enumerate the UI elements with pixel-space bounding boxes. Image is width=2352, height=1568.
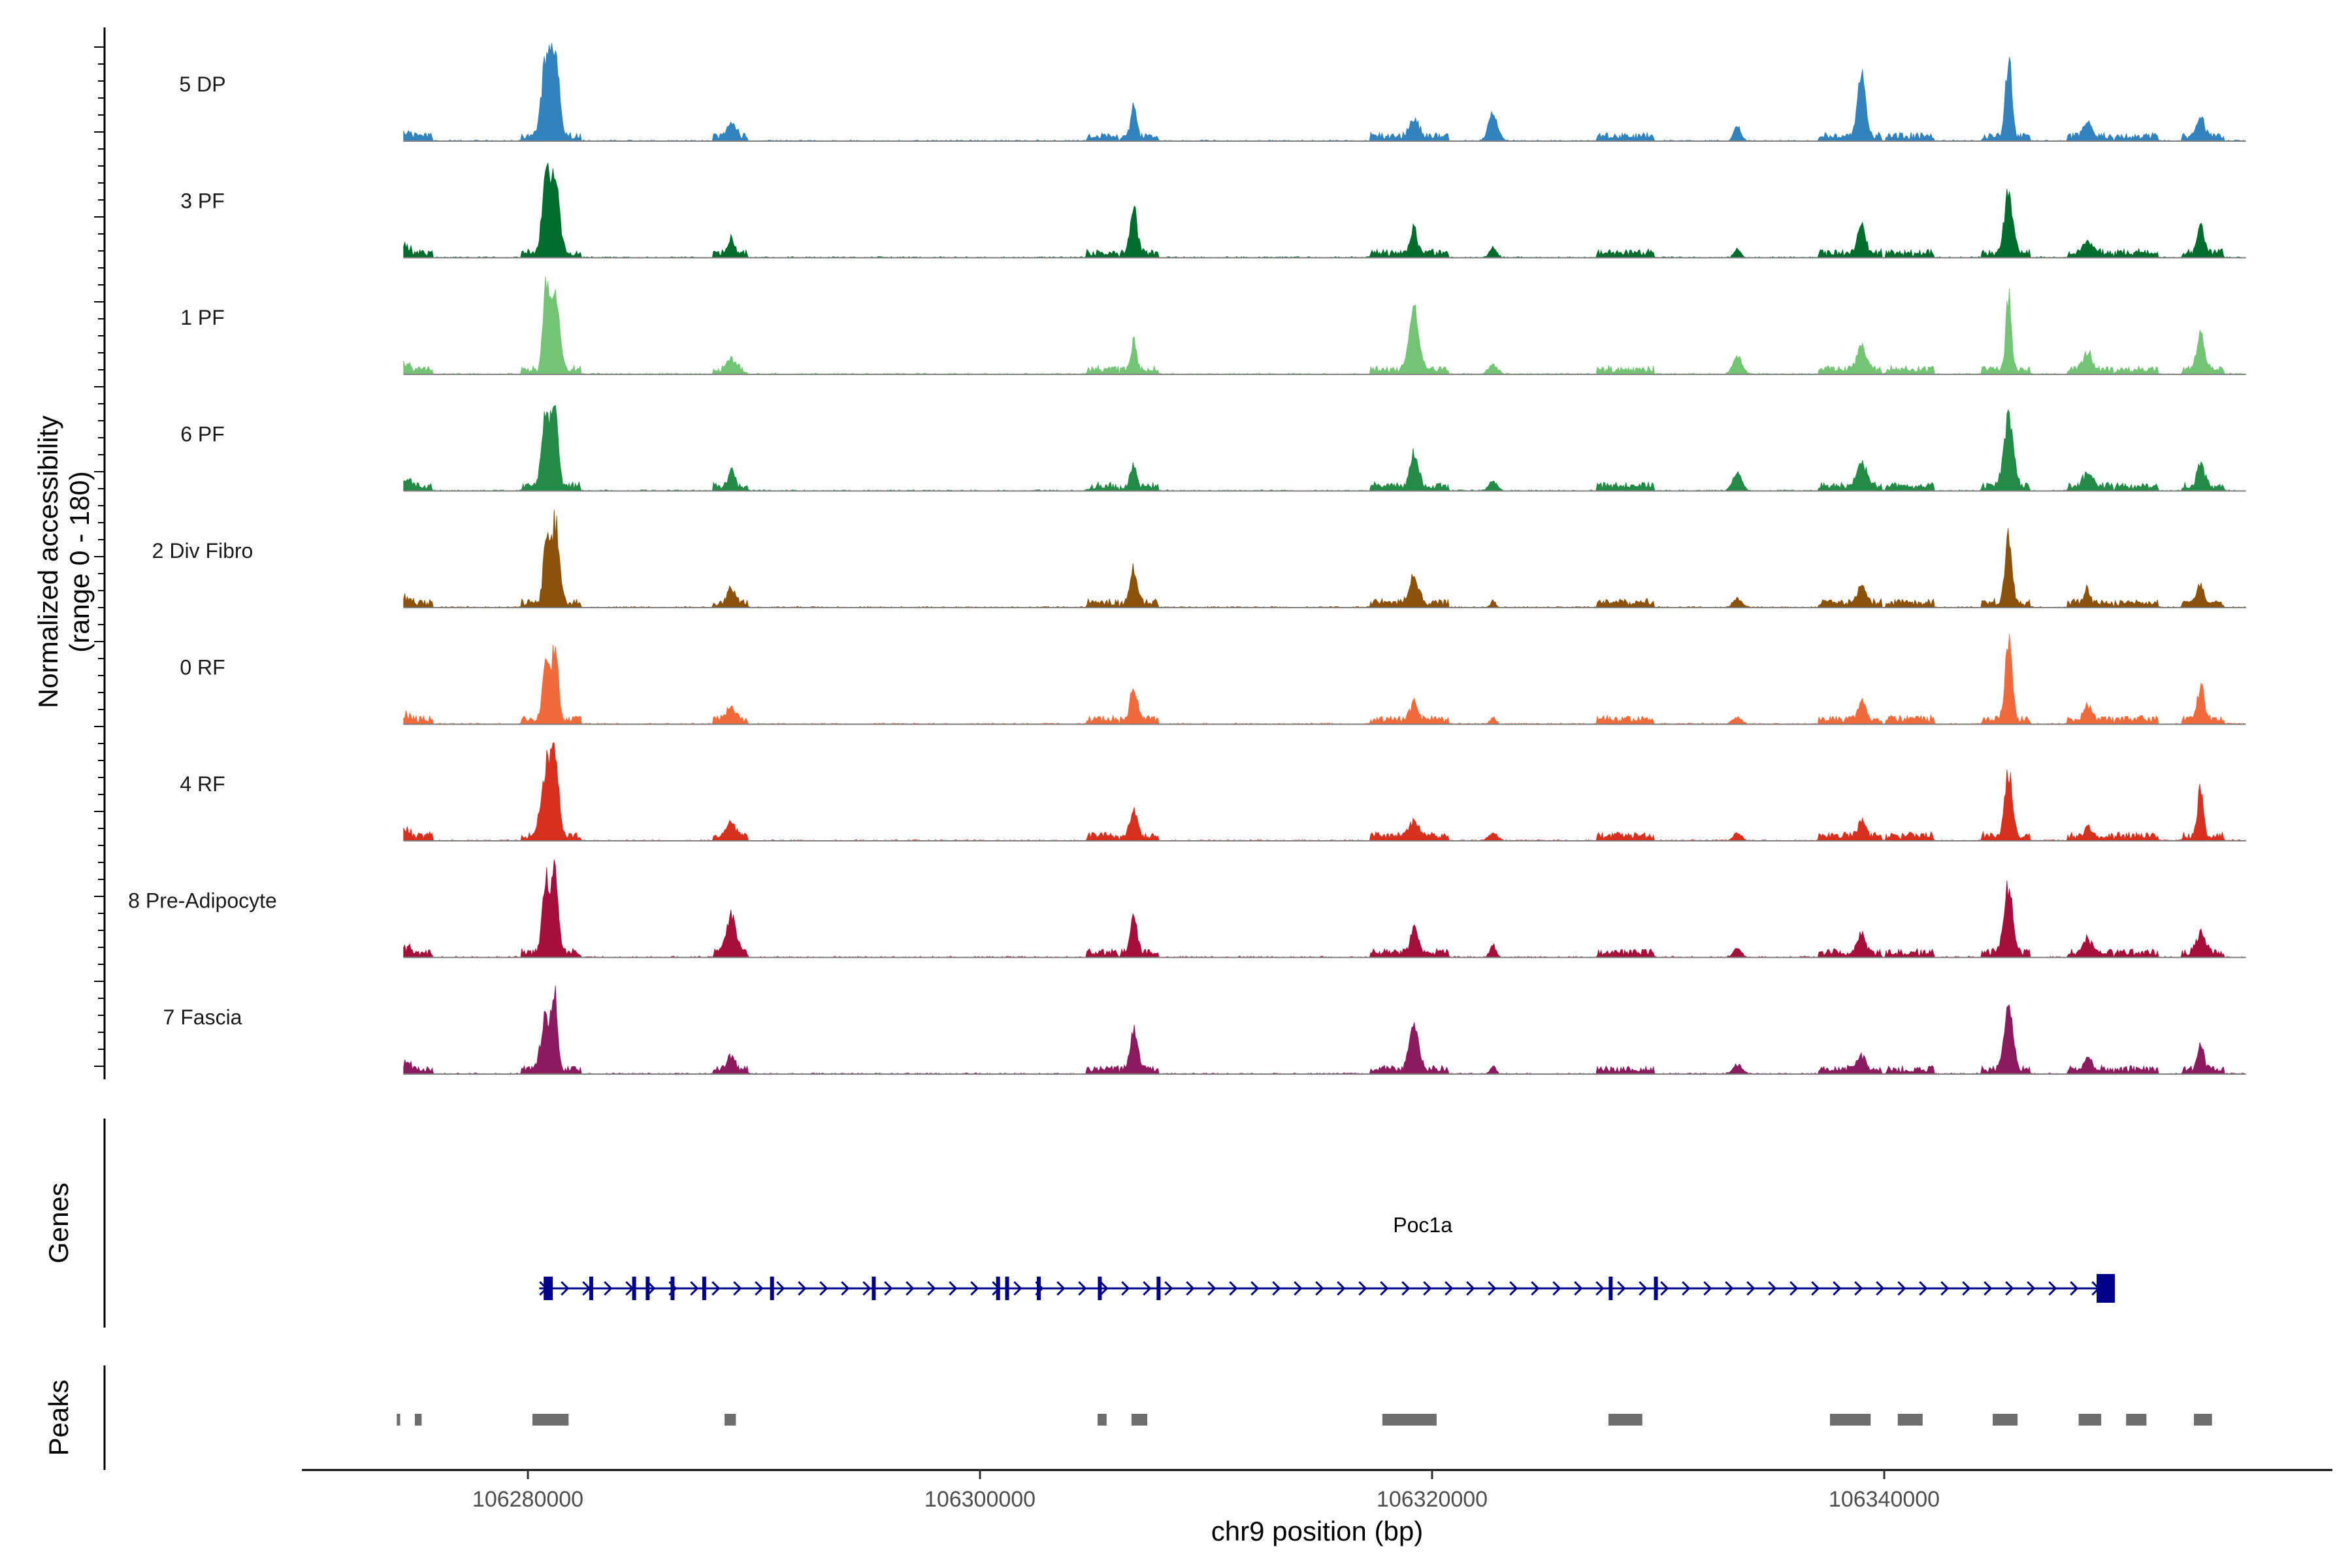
exon [872,1277,875,1300]
gene-track: Poc1a [539,1213,2115,1303]
peaks-panel-title: Peaks [43,1380,74,1456]
y-axis-title: Normalized accessibility (range 0 - 180) [33,416,95,708]
exon [2097,1274,2115,1303]
coverage-track: 5 DP [179,43,2246,141]
coverage-track: 0 RF [180,634,2246,724]
exon [1098,1277,1102,1300]
coverage-area [404,860,2246,958]
peak-region [1382,1414,1437,1426]
coverage-tracks: 5 DP 3 PF 1 PF 6 PF 2 Div Fibro 0 RF 4 RF 8 Pre… [128,43,2246,1074]
track-label: 5 DP [179,73,225,96]
exon [632,1277,636,1300]
peak-region [1098,1414,1107,1426]
exon [589,1277,593,1300]
exon [1156,1277,1160,1300]
coverage-y-ticks [94,47,105,1066]
coverage-track: 7 Fascia [163,985,2246,1074]
track-label: 0 RF [180,656,225,679]
track-label: 7 Fascia [163,1005,242,1029]
coverage-area [404,43,2246,141]
peak-region [397,1414,400,1426]
exon [702,1277,706,1300]
coverage-area [404,743,2246,841]
coverage-area [404,406,2246,491]
exon [1609,1277,1612,1300]
coverage-area [404,985,2246,1074]
peak-region [725,1414,736,1426]
track-label: 3 PF [180,189,225,213]
exon [1005,1277,1009,1300]
coverage-track: 1 PF [180,276,2246,374]
genes-panel-title: Genes [43,1183,74,1264]
peak-region [2126,1414,2146,1426]
genome-coverage-plot: Normalized accessibility (range 0 - 180)… [0,0,2352,1568]
track-label: 4 RF [180,772,225,796]
peak-region [532,1414,568,1426]
exon [544,1277,553,1300]
peak-region [415,1414,421,1426]
x-axis-ticks: 106280000 106300000 106320000 106340000 [472,1470,1940,1512]
coverage-area [404,634,2246,724]
coverage-track: 6 PF [180,406,2246,491]
gene-name-label: Poc1a [1393,1213,1452,1237]
track-label: 2 Div Fibro [152,539,253,563]
exon [1654,1277,1658,1300]
peak-region [1898,1414,1923,1426]
exon [996,1277,1000,1300]
x-tick-label: 106340000 [1829,1487,1940,1512]
track-label: 1 PF [180,306,225,329]
x-axis-title: chr9 position (bp) [1211,1516,1424,1546]
track-label: 8 Pre-Adipocyte [128,889,277,913]
exon [1037,1277,1041,1300]
y-axis-title-line1: Normalized accessibility [33,416,63,708]
coverage-track: 8 Pre-Adipocyte [128,860,2246,958]
peak-region [2194,1414,2212,1426]
exon [670,1277,674,1300]
coverage-track: 2 Div Fibro [152,510,2246,608]
coverage-area [404,276,2246,374]
coverage-area [404,510,2246,608]
peak-region [1830,1414,1870,1426]
coverage-track: 3 PF [180,163,2246,257]
coverage-area [404,163,2246,257]
peak-region [1132,1414,1147,1426]
x-tick-label: 106280000 [472,1487,583,1512]
x-tick-label: 106300000 [924,1487,1036,1512]
y-axis-title-line2: (range 0 - 180) [64,471,95,653]
peak-region [1609,1414,1642,1426]
exon [770,1277,774,1300]
exon [645,1277,649,1300]
peak-region [1993,1414,2017,1426]
x-tick-label: 106320000 [1377,1487,1488,1512]
peaks-track [397,1414,2212,1426]
track-label: 6 PF [180,423,225,446]
peak-region [2079,1414,2102,1426]
coverage-track: 4 RF [180,743,2246,841]
